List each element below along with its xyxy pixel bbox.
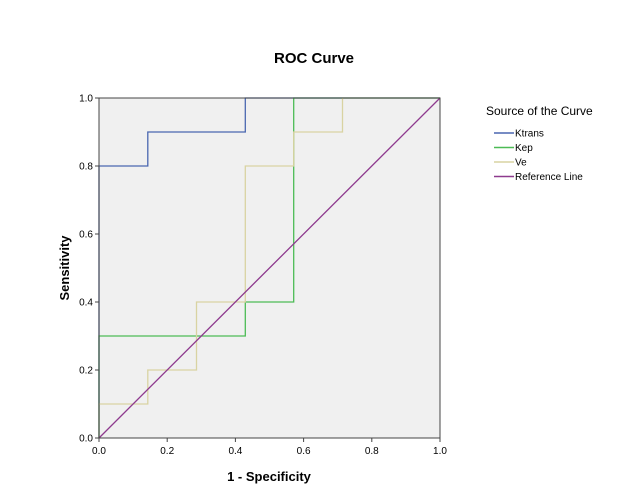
chart-title: ROC Curve (274, 50, 354, 67)
plot-frame (98, 97, 441, 439)
legend-label: Kep (515, 143, 533, 154)
y-tick-label: 0.0 (79, 434, 93, 445)
x-tick-label: 0.4 (228, 446, 242, 457)
y-tick-label: 0.2 (79, 366, 93, 377)
legend-item: Kep (494, 143, 533, 154)
x-tick-label: 0.0 (92, 446, 106, 457)
y-axis-label: Sensitivity (57, 235, 72, 301)
x-tick-label: 0.8 (365, 446, 379, 457)
x-tick-label: 0.2 (160, 446, 174, 457)
x-axis-label: 1 - Specificity (227, 469, 312, 484)
legend-label: Reference Line (515, 172, 583, 183)
series-line-reference-line (98, 97, 441, 439)
legend-label: Ve (515, 158, 527, 169)
y-tick-label: 0.8 (79, 162, 93, 173)
legend-title: Source of the Curve (486, 104, 593, 118)
y-tick-label: 0.4 (79, 298, 93, 309)
legend-item: Reference Line (494, 172, 583, 183)
x-tick-label: 0.6 (297, 446, 311, 457)
legend-label: Ktrans (515, 129, 544, 140)
y-tick-label: 0.6 (79, 230, 93, 241)
legend-item: Ktrans (494, 129, 544, 140)
legend-item: Ve (494, 158, 527, 169)
x-tick-label: 1.0 (433, 446, 447, 457)
y-tick-label: 1.0 (79, 94, 93, 105)
series-line-ve (98, 97, 440, 438)
